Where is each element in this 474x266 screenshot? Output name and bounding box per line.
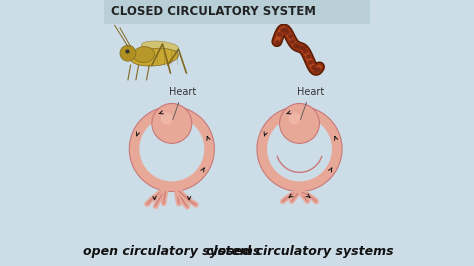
Ellipse shape bbox=[141, 41, 178, 52]
Circle shape bbox=[129, 106, 214, 192]
Text: open circulatory systems: open circulatory systems bbox=[83, 245, 261, 258]
Circle shape bbox=[139, 117, 204, 181]
Text: CLOSED CIRCULATORY SYSTEM: CLOSED CIRCULATORY SYSTEM bbox=[110, 6, 316, 18]
Circle shape bbox=[120, 45, 136, 61]
Text: Heart: Heart bbox=[297, 87, 324, 120]
Circle shape bbox=[289, 113, 301, 124]
Text: closed circulatory systems: closed circulatory systems bbox=[206, 245, 393, 258]
Circle shape bbox=[280, 103, 319, 143]
Circle shape bbox=[257, 106, 342, 192]
Text: Heart: Heart bbox=[169, 87, 196, 120]
Circle shape bbox=[267, 117, 332, 181]
Bar bbox=[104, 0, 370, 24]
Ellipse shape bbox=[133, 47, 155, 63]
Circle shape bbox=[152, 103, 192, 143]
Circle shape bbox=[161, 113, 173, 124]
Ellipse shape bbox=[131, 48, 178, 66]
